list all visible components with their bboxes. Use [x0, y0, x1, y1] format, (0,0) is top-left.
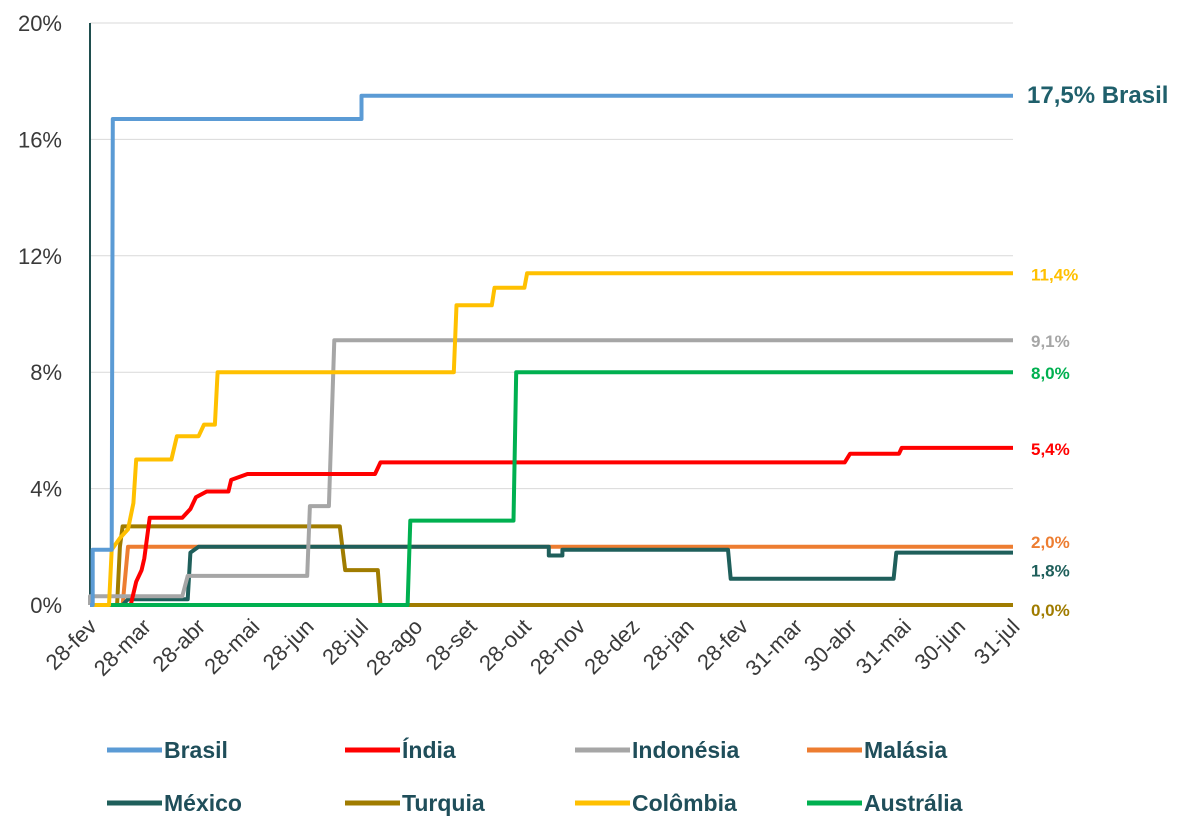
end-label-indonésia: 9,1%	[1031, 332, 1070, 351]
x-tick-label: 28-jan	[638, 614, 699, 675]
end-label-malásia: 2,0%	[1031, 533, 1070, 552]
legend-label: Turquia	[402, 790, 485, 816]
end-label-brasil: 17,5% Brasil	[1027, 82, 1168, 109]
x-tick-label: 31-mar	[740, 614, 807, 681]
legend-label: Brasil	[164, 737, 228, 763]
legend-label: México	[164, 790, 242, 816]
end-label-colômbia: 11,4%	[1031, 265, 1078, 284]
series-line-méxico	[90, 544, 1013, 607]
x-tick-label: 28-mai	[199, 614, 264, 679]
legend: Brasil Índia Indonésia Malásia México Turquia…	[107, 736, 963, 816]
x-tick-label: 30-abr	[799, 614, 862, 677]
end-label-méxico: 1,8%	[1031, 562, 1070, 581]
series-lines	[88, 93, 1013, 607]
series-line-índia	[90, 445, 1013, 607]
x-tick-label: 30-jun	[909, 614, 970, 675]
legend-label: Austrália	[864, 790, 963, 816]
end-label-austrália: 8,0%	[1031, 364, 1070, 383]
series-line-turquia	[90, 524, 1013, 607]
series-line-colômbia	[90, 271, 1013, 607]
x-tick-label: 28-ago	[361, 614, 427, 680]
gridlines	[90, 22, 1013, 490]
y-tick-label: 0%	[30, 593, 62, 618]
end-value-labels: 17,5% Brasil 5,4% 9,1% 2,0% 1,8% 0,0% 11,4% 8,0…	[1027, 82, 1168, 620]
end-label-turquia: 0,0%	[1031, 601, 1070, 620]
y-tick-label: 4%	[30, 477, 62, 502]
x-tick-label: 31-mai	[851, 614, 916, 679]
y-tick-label: 8%	[30, 360, 62, 385]
x-tick-label: 28-jun	[258, 614, 319, 675]
end-label-índia: 5,4%	[1031, 440, 1070, 459]
x-tick-label: 28-abr	[147, 614, 210, 677]
legend-label: Malásia	[864, 737, 947, 763]
x-tick-label: 31-jul	[969, 614, 1025, 670]
y-tick-label: 12%	[18, 244, 62, 269]
series-line-brasil	[90, 93, 1013, 607]
legend-label: Colômbia	[632, 790, 737, 816]
series-line-austrália	[90, 370, 1013, 607]
y-tick-label: 16%	[18, 127, 62, 152]
series-line-indonésia	[88, 338, 1013, 605]
y-tick-labels: 0% 4% 8% 12% 16% 20%	[18, 11, 62, 618]
legend-label: Indonésia	[632, 737, 740, 763]
x-tick-label: 28-dez	[579, 614, 644, 679]
x-tick-label: 28-out	[474, 614, 536, 676]
x-tick-label: 28-nov	[525, 614, 590, 679]
x-tick-label: 28-mar	[89, 614, 156, 681]
x-tick-labels: 28-fev28-mar28-abr28-mai28-jun28-jul28-a…	[41, 614, 1025, 681]
y-tick-label: 20%	[18, 11, 62, 36]
legend-label: Índia	[402, 736, 456, 763]
x-tick-label: 28-set	[421, 614, 482, 675]
